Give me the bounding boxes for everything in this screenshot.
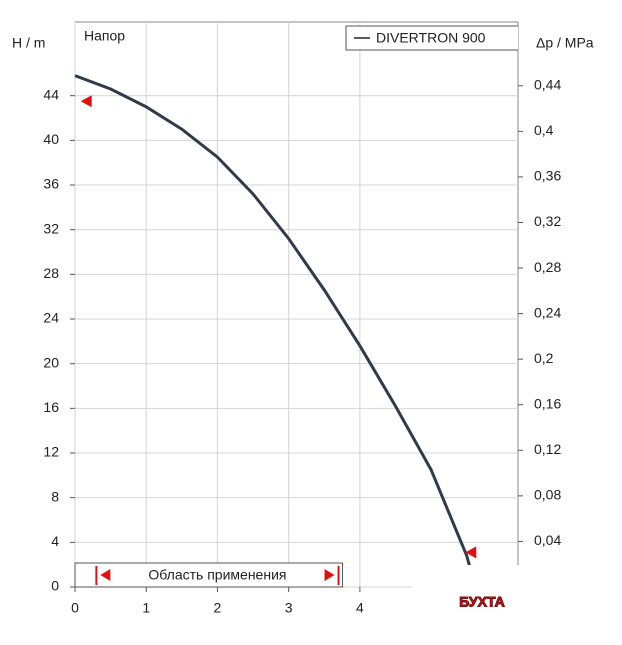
x-tick-label: 3 — [285, 600, 293, 616]
y-tick-label: 32 — [43, 220, 59, 236]
legend-label: DIVERTRON 900 — [376, 30, 486, 46]
y2-tick-label: 0,44 — [534, 76, 561, 92]
x-tick-label: 1 — [142, 600, 150, 616]
y2-tick-label: 0,4 — [534, 122, 554, 138]
y-tick-label: 40 — [43, 131, 59, 147]
range-label: Область применения — [148, 567, 286, 583]
series-line — [74, 74, 476, 582]
plot-area — [74, 21, 519, 588]
y-tick-label: 28 — [43, 265, 59, 281]
logo-bg — [412, 565, 552, 635]
y-tick-label: 0 — [51, 578, 59, 594]
y2-tick-label: 0,16 — [534, 395, 561, 411]
y-axis-label: H / m — [12, 35, 45, 51]
y2-axis-label: Δp / MPa — [536, 35, 594, 51]
range-arrow — [324, 569, 335, 581]
y-tick-label: 12 — [43, 444, 59, 460]
y2-tick-label: 0,36 — [534, 168, 561, 184]
legend-box — [345, 25, 518, 51]
range-box — [74, 562, 344, 588]
y-tick-label: 24 — [43, 310, 59, 326]
y-tick-label: 16 — [43, 399, 59, 415]
y2-tick-label: 0,12 — [534, 441, 561, 457]
y-tick-label: 20 — [43, 354, 59, 370]
y-tick-label: 4 — [51, 533, 59, 549]
y-tick-label: 8 — [51, 488, 59, 504]
y2-tick-label: 0,24 — [534, 304, 561, 320]
x-tick-label: 2 — [214, 600, 222, 616]
logo: БУХТА — [459, 594, 505, 610]
chart-title: Напор — [84, 28, 125, 44]
y2-tick-label: 0,28 — [534, 259, 561, 275]
x-tick-label: 4 — [356, 600, 364, 616]
y2-tick-label: 0,04 — [534, 532, 561, 548]
x-tick-label: 0 — [71, 600, 79, 616]
y-tick-label: 36 — [43, 176, 59, 192]
y-tick-label: 44 — [43, 86, 59, 102]
marker — [80, 95, 92, 108]
y2-tick-label: 0,32 — [534, 213, 561, 229]
marker — [465, 546, 477, 559]
y2-tick-label: 0,2 — [534, 350, 554, 366]
range-arrow — [100, 569, 111, 581]
y2-tick-label: 0,08 — [534, 487, 561, 503]
